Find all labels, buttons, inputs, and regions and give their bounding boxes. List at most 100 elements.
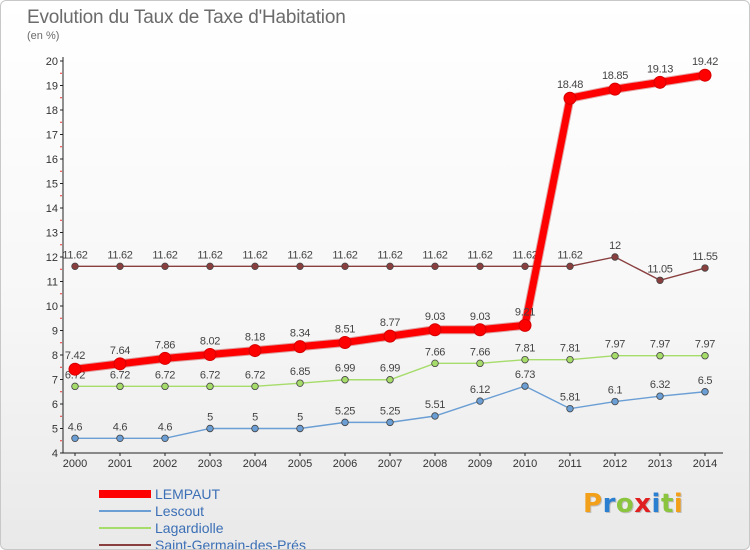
data-point	[341, 262, 349, 271]
data-label: 11.62	[62, 249, 87, 261]
data-label: 11.62	[557, 249, 582, 261]
data-point	[611, 253, 619, 261]
data-point	[701, 264, 709, 272]
y-unit-label: (en %)	[27, 30, 60, 42]
data-point	[206, 424, 214, 433]
data-point	[608, 82, 622, 96]
logo-letter: t	[660, 489, 674, 519]
data-label: 6.5	[698, 375, 713, 387]
data-point	[158, 351, 172, 365]
x-tick-label: 2003	[198, 458, 222, 470]
data-label: 19.42	[692, 56, 718, 68]
y-tick-label: 20	[46, 56, 58, 68]
data-point	[476, 262, 484, 271]
legend-swatch	[99, 544, 151, 546]
data-label: 7.81	[560, 343, 580, 355]
data-point	[113, 357, 127, 371]
data-label: 8.02	[200, 336, 220, 348]
data-point	[341, 376, 349, 384]
data-label: 6.73	[515, 369, 535, 381]
y-tick-label: 17	[46, 130, 58, 142]
data-label: 18.85	[602, 70, 628, 82]
x-tick-label: 2005	[288, 458, 312, 470]
data-point	[341, 418, 349, 427]
y-tick-label: 14	[46, 203, 58, 215]
y-tick-label: 5	[52, 424, 58, 436]
data-label: 11.62	[512, 249, 537, 261]
data-point	[521, 382, 529, 390]
x-tick-label: 2002	[153, 458, 177, 470]
legend-label: LEMPAUT	[155, 486, 221, 502]
logo-letter: P	[583, 489, 603, 519]
legend-swatch	[99, 510, 151, 512]
data-label: 18.48	[557, 79, 583, 91]
legend-label: Lagardiolle	[155, 520, 224, 536]
data-label: 11.62	[467, 249, 492, 261]
line-chart: 4 5 6 7 8 9 10 11 12 13 14 15 16 17 18 19 20 2000 2001 2002…	[46, 56, 723, 470]
data-point	[296, 424, 304, 433]
data-label: 11.62	[107, 249, 132, 261]
data-label: 6.12	[470, 384, 490, 396]
data-label: 5	[207, 412, 213, 424]
data-point	[203, 348, 217, 362]
data-label: 8.77	[380, 317, 400, 329]
data-point	[701, 352, 709, 360]
data-point	[656, 352, 664, 360]
x-tick-label: 2004	[243, 458, 267, 470]
data-label: 11.62	[242, 249, 267, 261]
x-tick-label: 2000	[63, 458, 87, 470]
data-point	[656, 392, 664, 400]
data-point	[611, 352, 619, 360]
data-point	[566, 355, 574, 364]
data-label: 11.62	[287, 249, 312, 261]
data-label: 5.51	[425, 399, 445, 411]
data-point	[71, 382, 79, 391]
data-point	[431, 359, 439, 368]
data-label: 11.55	[692, 251, 717, 263]
data-label: 11.05	[647, 263, 672, 275]
x-tick-label: 2011	[558, 458, 582, 470]
data-point	[251, 424, 259, 433]
data-label: 8.34	[290, 328, 310, 340]
data-label: 11.62	[152, 249, 177, 261]
data-point	[296, 262, 304, 271]
data-point	[521, 262, 529, 271]
data-label: 8.18	[245, 332, 265, 344]
data-label: 9.03	[425, 311, 445, 323]
y-tick-label: 4	[52, 448, 58, 460]
data-point	[431, 262, 439, 271]
chart-title: Evolution du Taux de Taxe d'Habitation	[27, 7, 346, 28]
data-label: 6.72	[155, 369, 175, 381]
y-tick-label: 6	[52, 399, 58, 411]
data-point	[296, 379, 304, 387]
data-point	[473, 323, 487, 337]
data-label: 7.81	[515, 343, 535, 355]
x-tick-label: 2010	[513, 458, 537, 470]
data-label: 5.25	[335, 405, 355, 417]
data-point	[476, 359, 484, 368]
data-point	[386, 376, 394, 384]
logo-letter: o	[615, 489, 635, 519]
data-point	[566, 262, 574, 271]
data-label: 11.62	[422, 249, 447, 261]
data-point	[161, 382, 169, 391]
data-point	[293, 340, 307, 354]
data-point	[338, 336, 352, 350]
data-point	[431, 412, 439, 420]
data-point	[71, 434, 79, 442]
data-point	[386, 418, 394, 427]
data-label: 6.72	[245, 369, 265, 381]
data-label: 6.32	[650, 379, 670, 391]
data-label: 7.97	[605, 339, 625, 351]
legend-swatch	[99, 527, 151, 529]
data-label: 7.64	[110, 345, 130, 357]
proxiti-logo: Proxiti	[583, 489, 683, 519]
data-point	[656, 276, 664, 284]
x-tick-label: 2014	[693, 458, 717, 470]
data-label: 7.66	[425, 346, 445, 358]
data-point	[116, 262, 124, 271]
data-label: 12	[609, 240, 621, 252]
data-label: 4.6	[158, 421, 173, 433]
x-tick-label: 2001	[108, 458, 132, 470]
